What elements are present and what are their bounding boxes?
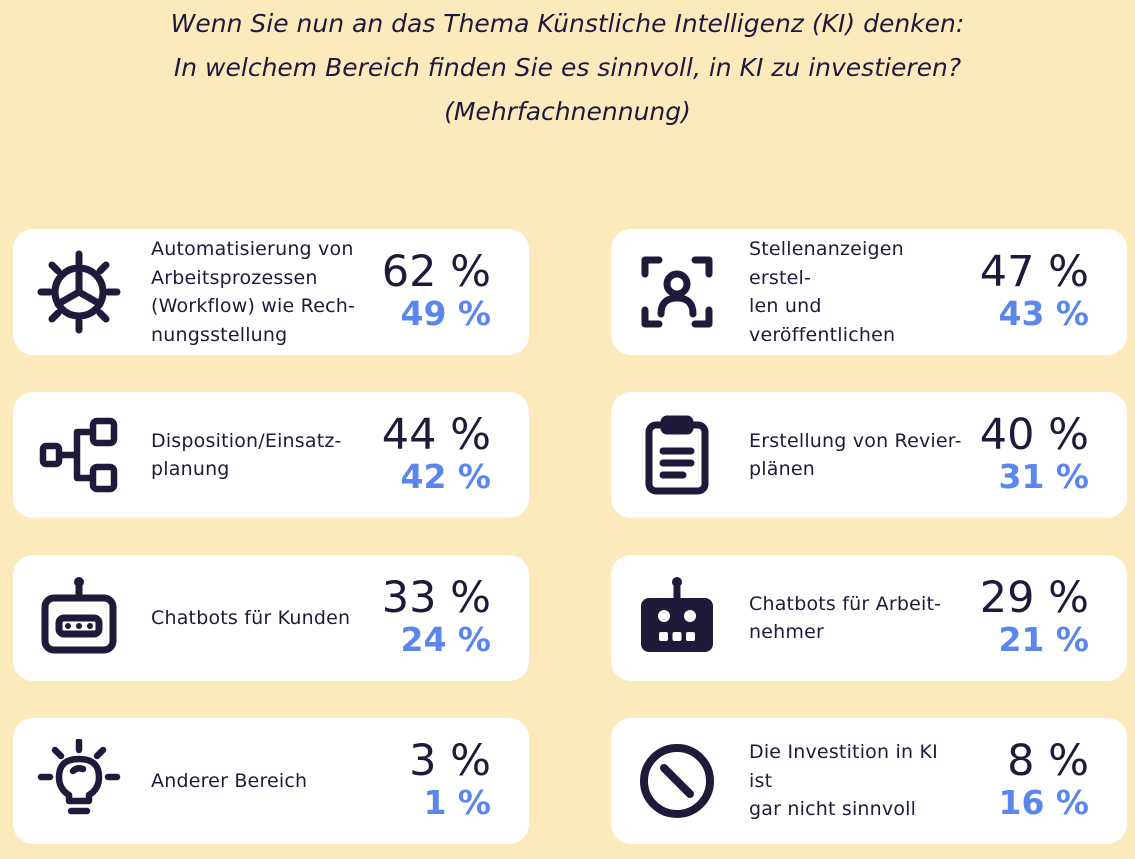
card-chatbots-arbeitnehmer: Chatbots für Arbeit- nehmer 29 % 21 % (611, 555, 1127, 681)
item-values: 47 % 43 % (980, 249, 1089, 333)
robot-outline-icon (37, 576, 121, 660)
value-primary: 3 % (409, 736, 491, 786)
label-line: Automatisierung von (151, 238, 354, 260)
item-values: 40 % 31 % (980, 412, 1089, 496)
label-line: gar nicht sinnvoll (749, 798, 917, 821)
card-anderer-bereich: Anderer Bereich 3 % 1 % (13, 718, 529, 844)
item-label: Automatisierung von Arbeitsprozessen (Wo… (151, 229, 366, 355)
gear-icon (37, 250, 121, 334)
value-primary: 47 % (979, 247, 1089, 297)
label-line: nehmer (749, 621, 824, 643)
clipboard-icon (635, 413, 719, 497)
item-label: Anderer Bereich (151, 718, 366, 844)
value-primary: 40 % (979, 410, 1089, 460)
item-values: 8 % 16 % (999, 738, 1089, 822)
title-line-2: In welchem Bereich finden Sie es sinnvol… (173, 53, 962, 82)
label-line: Anderer Bereich (151, 769, 308, 792)
item-values: 29 % 21 % (980, 575, 1089, 659)
user-scan-icon (635, 250, 719, 334)
value-secondary: 49 % (400, 294, 491, 333)
label-line: Chatbots für Arbeit- (749, 592, 942, 615)
value-primary: 8 % (1007, 736, 1089, 786)
label-line: len und veröffentlichen (749, 295, 896, 346)
value-secondary: 24 % (400, 620, 491, 659)
prohibited-icon (635, 739, 719, 823)
lightbulb-icon (37, 739, 121, 823)
title-line-1: Wenn Sie nun an das Thema Künstliche Int… (170, 9, 965, 38)
robot-filled-icon (635, 576, 719, 660)
label-line: nungsstellung (151, 323, 288, 346)
label-line: (Workflow) wie Rech- (151, 295, 356, 317)
value-secondary: 1 % (423, 783, 491, 822)
value-secondary: 31 % (998, 457, 1089, 496)
hierarchy-icon (37, 413, 121, 497)
item-label: Chatbots für Arbeit- nehmer (749, 555, 964, 681)
item-values: 62 % 49 % (382, 249, 491, 333)
item-values: 44 % 42 % (382, 412, 491, 496)
item-values: 3 % 1 % (409, 738, 491, 822)
card-chatbots-kunden: Chatbots für Kunden 33 % 24 % (13, 555, 529, 681)
value-primary: 44 % (381, 410, 491, 460)
label-line: Erstellung von Revier- (749, 429, 962, 452)
value-primary: 62 % (381, 247, 491, 297)
value-primary: 29 % (979, 573, 1089, 623)
card-automatisierung: Automatisierung von Arbeitsprozessen (Wo… (13, 229, 529, 355)
value-secondary: 16 % (998, 783, 1089, 822)
card-revierplaene: Erstellung von Revier- plänen 40 % 31 % (611, 392, 1127, 518)
item-label: Erstellung von Revier- plänen (749, 392, 964, 518)
item-label: Die Investition in KI ist gar nicht sinn… (749, 718, 964, 844)
item-label: Disposition/Einsatz- planung (151, 392, 366, 518)
value-secondary: 21 % (998, 620, 1089, 659)
label-line: Stellenanzeigen erstel- (749, 238, 904, 289)
label-line: Die Investition in KI ist (749, 741, 938, 792)
card-stellenanzeigen: Stellenanzeigen erstel- len und veröffen… (611, 229, 1127, 355)
item-label: Chatbots für Kunden (151, 555, 366, 681)
card-nicht-sinnvoll: Die Investition in KI ist gar nicht sinn… (611, 718, 1127, 844)
title-line-3: (Mehrfachnennung) (444, 97, 691, 126)
value-secondary: 42 % (400, 457, 491, 496)
item-values: 33 % 24 % (382, 575, 491, 659)
chart-title: Wenn Sie nun an das Thema Künstliche Int… (0, 2, 1135, 134)
label-line: Disposition/Einsatz- (151, 429, 342, 452)
label-line: plänen (749, 458, 815, 480)
card-disposition: Disposition/Einsatz- planung 44 % 42 % (13, 392, 529, 518)
value-primary: 33 % (381, 573, 491, 623)
value-secondary: 43 % (998, 294, 1089, 333)
label-line: Chatbots für Kunden (151, 606, 351, 629)
label-line: Arbeitsprozessen (151, 266, 318, 289)
label-line: planung (151, 458, 230, 480)
item-label: Stellenanzeigen erstel- len und veröffen… (749, 229, 964, 355)
